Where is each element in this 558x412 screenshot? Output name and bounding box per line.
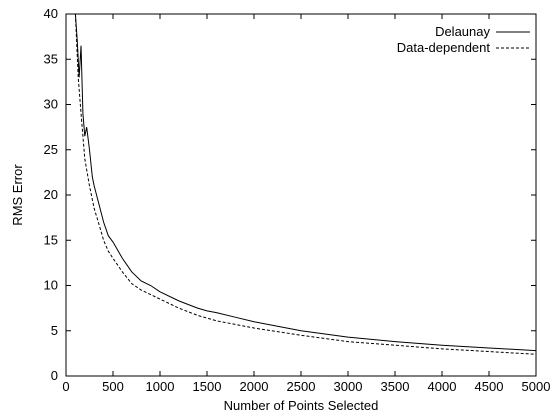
x-tick-label: 5000 [522, 379, 551, 394]
x-tick-label: 500 [102, 379, 124, 394]
x-tick-label: 1000 [146, 379, 175, 394]
y-tick-label: 5 [51, 323, 58, 338]
y-tick-label: 30 [44, 97, 58, 112]
plot-frame [65, 13, 537, 377]
x-tick-label: 2000 [240, 379, 269, 394]
series-line-delaunay [74, 14, 536, 352]
axes-layer: 0 500 1000 1500 2000 2500 3000 3500 4000 4500 5000… [44, 6, 551, 394]
x-tick-label: 4500 [475, 379, 504, 394]
x-tick-label: 2500 [287, 379, 316, 394]
series-layer [74, 14, 536, 355]
x-tick-label: 0 [62, 379, 69, 394]
x-tick-label: 4000 [428, 379, 457, 394]
y-tick-label: 40 [44, 6, 58, 21]
y-tick-label: 25 [44, 142, 58, 157]
y-axis-title: RMS Error [10, 164, 25, 226]
y-tick-label: 0 [51, 368, 58, 383]
legend-label: Data-dependent [397, 40, 491, 55]
y-tick-label: 15 [44, 232, 58, 247]
x-tick-label: 1500 [193, 379, 222, 394]
y-tick-label: 20 [44, 187, 58, 202]
y-tick-label: 35 [44, 51, 58, 66]
legend-label: Delaunay [435, 24, 490, 39]
y-tick-label: 10 [44, 278, 58, 293]
x-tick-label: 3000 [334, 379, 363, 394]
x-axis-title: Number of Points Selected [224, 398, 379, 412]
series-line-data-dependent [74, 14, 536, 355]
x-tick-label: 3500 [381, 379, 410, 394]
